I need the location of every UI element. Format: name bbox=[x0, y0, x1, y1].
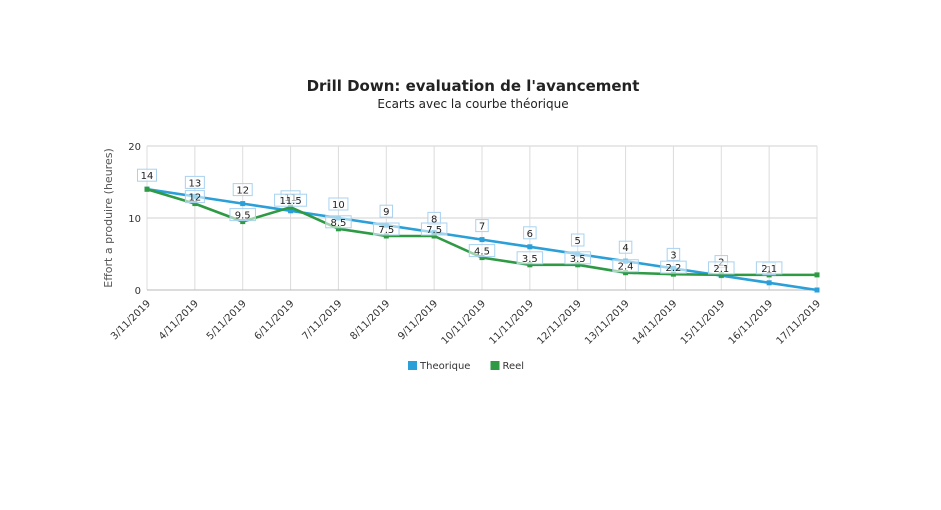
data-label-box bbox=[755, 261, 783, 275]
data-label-box bbox=[564, 251, 591, 265]
x-tick-label: 7/11/2019 bbox=[301, 298, 345, 342]
data-label: 12 bbox=[188, 193, 201, 204]
y-axis-label: Effort a produire (heures) bbox=[102, 148, 115, 287]
data-label-box bbox=[708, 261, 735, 275]
data-label: 12 bbox=[236, 186, 249, 197]
data-label-box bbox=[475, 219, 489, 233]
data-point-reel bbox=[527, 262, 533, 268]
legend-swatch-reel bbox=[490, 361, 500, 370]
data-point-theorique bbox=[814, 287, 820, 293]
data-label: 3 bbox=[670, 250, 676, 261]
data-point-reel bbox=[814, 272, 820, 278]
data-point-reel bbox=[431, 233, 437, 239]
data-label: 5 bbox=[575, 236, 581, 247]
x-tick-label: 3/11/2019 bbox=[109, 298, 153, 342]
chart-title: Drill Down: evaluation de l'avancement bbox=[307, 77, 640, 95]
x-tick-label: 5/11/2019 bbox=[205, 298, 249, 342]
data-label: 2.1 bbox=[713, 264, 729, 275]
data-label: 8.5 bbox=[330, 218, 346, 229]
x-tick-label: 4/11/2019 bbox=[157, 298, 201, 342]
data-point-theorique bbox=[479, 237, 485, 243]
legend-swatch-theorique bbox=[408, 361, 417, 370]
data-label-box bbox=[229, 208, 256, 222]
data-point-theorique bbox=[288, 208, 294, 214]
data-label-box bbox=[420, 222, 448, 236]
data-label: 7.5 bbox=[426, 225, 442, 236]
data-label: 8 bbox=[431, 214, 437, 225]
data-point-reel bbox=[479, 255, 485, 261]
data-labels: 1413121110987654321129.511.58.57.57.54.5… bbox=[137, 168, 783, 276]
data-label-box bbox=[232, 183, 253, 197]
x-tick-label: 14/11/2019 bbox=[631, 298, 680, 347]
data-label-box bbox=[325, 215, 352, 229]
data-label-box bbox=[184, 175, 205, 189]
x-tick-label: 13/11/2019 bbox=[583, 298, 632, 347]
y-tick-label: 10 bbox=[128, 214, 141, 225]
data-label: 6 bbox=[527, 229, 533, 240]
data-point-theorique bbox=[240, 201, 246, 207]
data-label-box bbox=[612, 259, 639, 273]
data-label-box bbox=[618, 240, 633, 254]
data-label-box bbox=[516, 251, 544, 265]
data-point-reel bbox=[670, 271, 676, 277]
x-tick-label: 10/11/2019 bbox=[440, 298, 489, 347]
data-label: 7.5 bbox=[378, 225, 394, 236]
x-tick-label: 15/11/2019 bbox=[679, 298, 728, 347]
x-tick-label: 16/11/2019 bbox=[727, 298, 776, 347]
data-label: 11.5 bbox=[279, 196, 301, 207]
legend-label-theorique: Theorique bbox=[419, 361, 470, 372]
data-label: 2.2 bbox=[665, 263, 681, 274]
data-point-reel bbox=[240, 219, 246, 225]
data-label-box bbox=[666, 247, 681, 261]
data-point-reel bbox=[718, 272, 724, 278]
x-tick-label: 11/11/2019 bbox=[487, 298, 536, 347]
x-axis: 3/11/2019 4/11/2019 5/11/2019 6/11/2019 7/11… bbox=[109, 298, 823, 347]
data-point-reel bbox=[288, 204, 294, 210]
data-label: 2.1 bbox=[761, 264, 777, 275]
data-point-theorique bbox=[766, 280, 772, 286]
data-label-box bbox=[379, 204, 394, 218]
data-point-theorique bbox=[527, 244, 533, 250]
data-label-box bbox=[274, 193, 308, 207]
data-label-box bbox=[523, 226, 537, 240]
data-label: 14 bbox=[141, 171, 154, 182]
data-label: 9 bbox=[383, 207, 389, 218]
x-tick-label: 12/11/2019 bbox=[535, 298, 584, 347]
data-point-reel bbox=[623, 270, 629, 276]
chart-subtitle: Ecarts avec la courbe théorique bbox=[377, 97, 568, 111]
data-point-reel bbox=[575, 262, 581, 268]
data-label-box bbox=[373, 222, 400, 236]
data-label: 3.5 bbox=[570, 254, 586, 265]
data-label-box bbox=[137, 168, 157, 182]
y-axis: 0 10 20 bbox=[128, 142, 141, 297]
data-label-box bbox=[468, 244, 496, 258]
data-point-reel bbox=[144, 186, 150, 192]
data-label: 13 bbox=[188, 178, 201, 189]
data-label: 7 bbox=[479, 222, 485, 233]
data-label-box bbox=[660, 260, 687, 274]
legend: Theorique Reel bbox=[408, 361, 524, 372]
data-point-reel bbox=[383, 233, 389, 239]
x-tick-label: 6/11/2019 bbox=[253, 298, 297, 342]
data-label-box bbox=[328, 197, 349, 211]
y-tick-label: 0 bbox=[135, 286, 141, 297]
data-label: 3.5 bbox=[522, 254, 538, 265]
data-label-box bbox=[184, 190, 205, 204]
data-label-box bbox=[570, 233, 585, 247]
x-tick-label: 9/11/2019 bbox=[396, 298, 440, 342]
data-point-reel bbox=[192, 201, 198, 207]
y-tick-label: 20 bbox=[128, 142, 141, 153]
data-label: 2.4 bbox=[618, 262, 634, 273]
data-point-reel bbox=[335, 226, 341, 232]
data-label: 9.5 bbox=[235, 211, 251, 222]
x-tick-label: 8/11/2019 bbox=[348, 298, 392, 342]
data-label: 4.5 bbox=[474, 247, 490, 258]
data-label: 4 bbox=[622, 243, 628, 254]
x-tick-label: 17/11/2019 bbox=[775, 298, 824, 347]
data-label: 10 bbox=[332, 200, 345, 211]
legend-label-reel: Reel bbox=[503, 361, 525, 372]
